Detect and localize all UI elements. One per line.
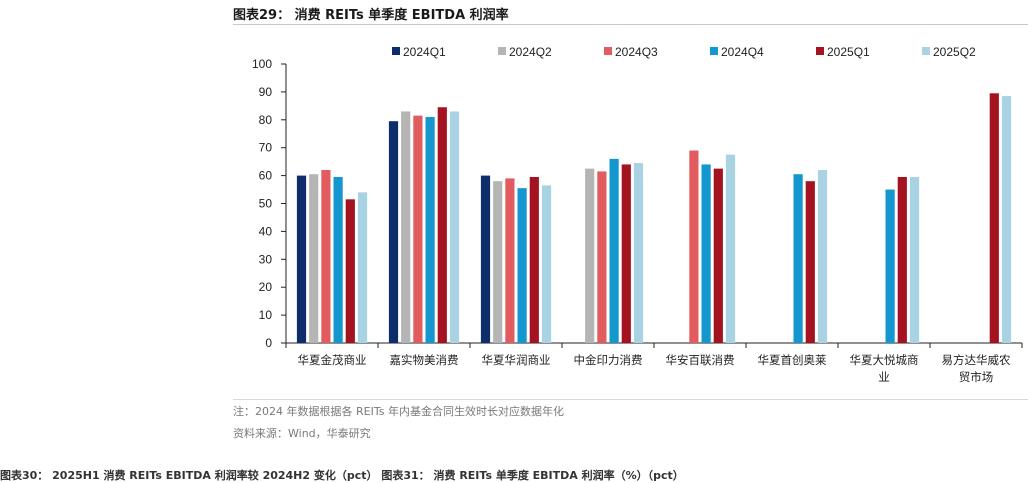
bar-2024Q4-1 [425, 117, 435, 343]
y-tick-label: 20 [259, 280, 273, 294]
title-divider [233, 24, 1028, 25]
bar-2025Q2-7 [1001, 96, 1012, 344]
bar-2025Q1-6 [897, 176, 907, 343]
legend-label: 2024Q3 [615, 45, 658, 59]
bar-2024Q2-2 [493, 181, 503, 343]
bar-2025Q1-5 [805, 181, 815, 343]
category-label: 华夏华润商业 [482, 353, 551, 367]
legend: 2024Q1 2024Q2 2024Q3 2024Q4 2025Q1 2025Q2 [392, 45, 976, 59]
figure-title: 图表29： 消费 REITs 单季度 EBITDA 利润率 [233, 8, 509, 23]
y-axis: 0 10 20 30 40 50 60 70 80 90 100 [252, 57, 287, 350]
bar-2024Q4-0 [333, 176, 343, 343]
footer-divider [233, 399, 1028, 400]
bar-chart: 0 10 20 30 40 50 60 70 80 90 100 华夏金茂商业 嘉实物美消费 华夏华润商… [252, 45, 1023, 384]
y-tick-label: 80 [259, 113, 273, 127]
legend-swatch [604, 47, 612, 55]
bar-2024Q3-1 [413, 115, 423, 344]
bar-2025Q2-0 [357, 192, 368, 343]
bar-2025Q2-3 [633, 163, 644, 343]
bar-2025Q1-4 [713, 168, 723, 343]
legend-label: 2024Q4 [721, 45, 764, 59]
category-label: 华夏金茂商业 [298, 353, 367, 367]
legend-swatch [710, 47, 718, 55]
y-tick-label: 50 [259, 197, 273, 211]
bar-2024Q4-2 [517, 188, 527, 343]
bar-2024Q3-0 [321, 170, 331, 343]
category-label: 华安百联消费 [666, 353, 735, 367]
legend-label: 2024Q1 [403, 45, 446, 59]
bar-2025Q2-5 [817, 170, 828, 343]
legend-label: 2025Q1 [827, 45, 870, 59]
bar-2024Q3-3 [597, 171, 607, 343]
x-axis [285, 342, 1023, 348]
y-tick-label: 0 [265, 336, 272, 350]
bar-2024Q3-4 [689, 150, 699, 343]
category-label: 贸市场 [959, 370, 994, 384]
y-tick-label: 100 [252, 57, 272, 71]
bar-2024Q2-0 [309, 174, 319, 343]
category-label: 业 [878, 370, 890, 384]
bar-2025Q2-4 [725, 154, 736, 343]
y-tick-label: 10 [259, 308, 273, 322]
y-tick-label: 90 [259, 85, 273, 99]
next-figure-captions: 图表30： 2025H1 消费 REITs EBITDA 利润率较 2024H2… [0, 469, 684, 482]
legend-swatch [392, 47, 400, 55]
bar-2024Q3-2 [505, 178, 515, 343]
category-label: 华夏大悦城商 [850, 353, 919, 367]
legend-label: 2025Q2 [933, 45, 976, 59]
legend-swatch [498, 47, 506, 55]
category-label: 华夏首创奥莱 [758, 353, 827, 367]
chart-note: 注：2024 年数据根据各 REITs 年内基金合同生效时长对应数据年化 [233, 405, 564, 418]
bar-2024Q1-0 [296, 175, 307, 343]
bar-2025Q2-1 [449, 111, 460, 344]
bar-2025Q1-7 [989, 93, 999, 343]
bar-2024Q2-3 [585, 168, 595, 343]
bar-2024Q1-2 [480, 175, 491, 343]
y-tick-label: 70 [259, 141, 273, 155]
category-label: 嘉实物美消费 [390, 353, 459, 367]
y-tick-label: 30 [259, 252, 273, 266]
bar-2025Q2-6 [909, 176, 920, 343]
bar-2025Q1-0 [345, 199, 355, 343]
bar-2025Q1-1 [437, 107, 447, 344]
bar-2025Q1-3 [621, 164, 631, 343]
bar-2025Q1-2 [529, 176, 539, 343]
legend-label: 2024Q2 [509, 45, 552, 59]
chart-source: 资料来源：Wind，华泰研究 [233, 427, 371, 440]
bar-2024Q2-1 [401, 111, 411, 344]
legend-swatch [922, 47, 930, 55]
y-tick-label: 60 [259, 169, 273, 183]
category-label: 易方达华威农 [942, 353, 1011, 367]
category-labels: 华夏金茂商业 嘉实物美消费 华夏华润商业 中金印力消费 华安百联消费 华夏首创奥莱 华夏大悦… [298, 353, 1011, 384]
bar-2024Q4-4 [701, 164, 711, 343]
bar-2024Q1-1 [388, 121, 399, 343]
bar-2025Q2-2 [541, 185, 552, 343]
category-label: 中金印力消费 [574, 353, 643, 367]
bar-2024Q4-3 [609, 158, 619, 343]
legend-swatch [816, 47, 824, 55]
y-tick-label: 40 [259, 224, 273, 238]
bar-2024Q4-6 [885, 189, 895, 343]
bar-2024Q4-5 [793, 174, 803, 343]
bars-group [296, 93, 1012, 344]
